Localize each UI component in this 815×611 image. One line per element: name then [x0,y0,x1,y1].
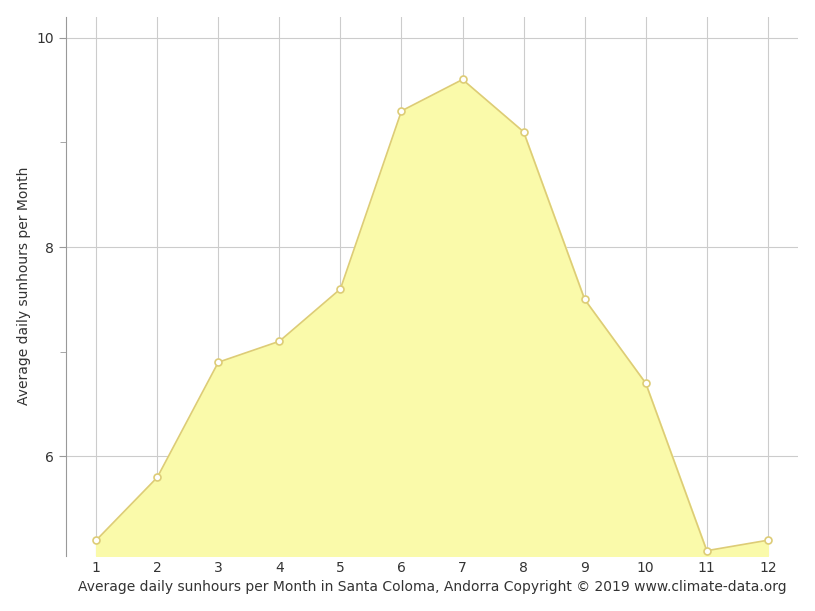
X-axis label: Average daily sunhours per Month in Santa Coloma, Andorra Copyright © 2019 www.c: Average daily sunhours per Month in Sant… [77,580,786,595]
Y-axis label: Average daily sunhours per Month: Average daily sunhours per Month [16,167,31,406]
